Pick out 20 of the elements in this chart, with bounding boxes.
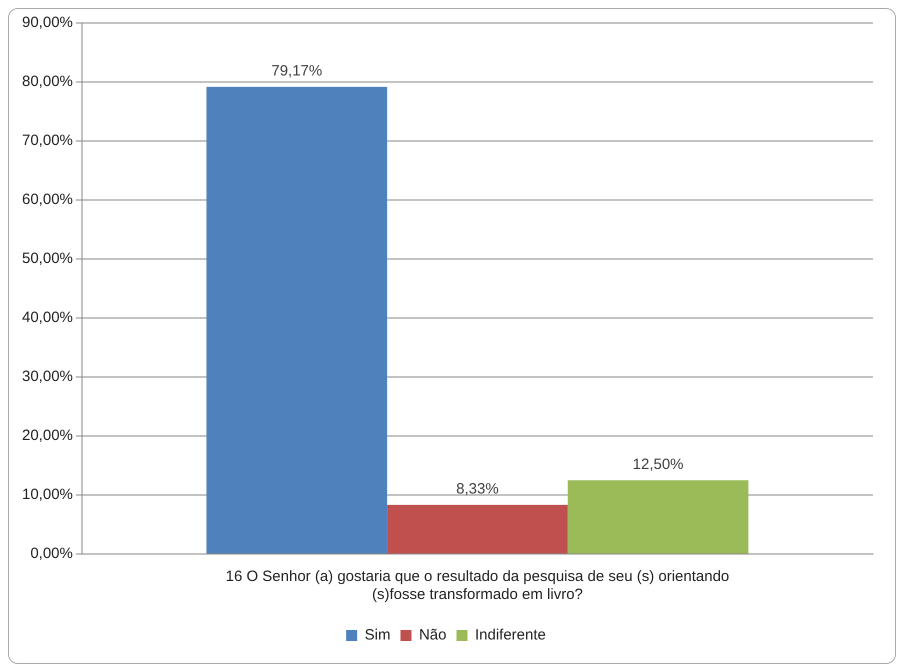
y-tick-label: 60,00%	[22, 191, 73, 208]
y-tick-label: 10,00%	[22, 486, 73, 504]
legend-label: Sim	[364, 626, 390, 644]
y-tick-label: 50,00%	[22, 250, 73, 268]
bar	[387, 504, 568, 554]
y-tick-label: 40,00%	[22, 309, 73, 326]
y-tick-label: 90,00%	[22, 14, 73, 32]
x-tick-label: 16 O Senhor (a) gostaria que o resultado da pesquisa de seu (s) orientando (s)fosse transformado em livro?	[226, 568, 730, 604]
data-label: 12,50%	[632, 456, 684, 473]
legend-label: Não	[418, 626, 446, 644]
bar	[568, 480, 748, 554]
y-tick-label: 70,00%	[22, 132, 73, 150]
data-label: 79,17%	[271, 62, 322, 80]
y-tick-label: 30,00%	[22, 368, 73, 386]
y-tick-label: 80,00%	[22, 73, 73, 90]
y-tick-label: 0,00%	[30, 545, 73, 562]
legend-label: Indiferente	[474, 626, 546, 644]
bar	[206, 86, 388, 554]
data-label: 8,33%	[456, 480, 499, 498]
y-tick-label: 20,00%	[22, 427, 73, 444]
